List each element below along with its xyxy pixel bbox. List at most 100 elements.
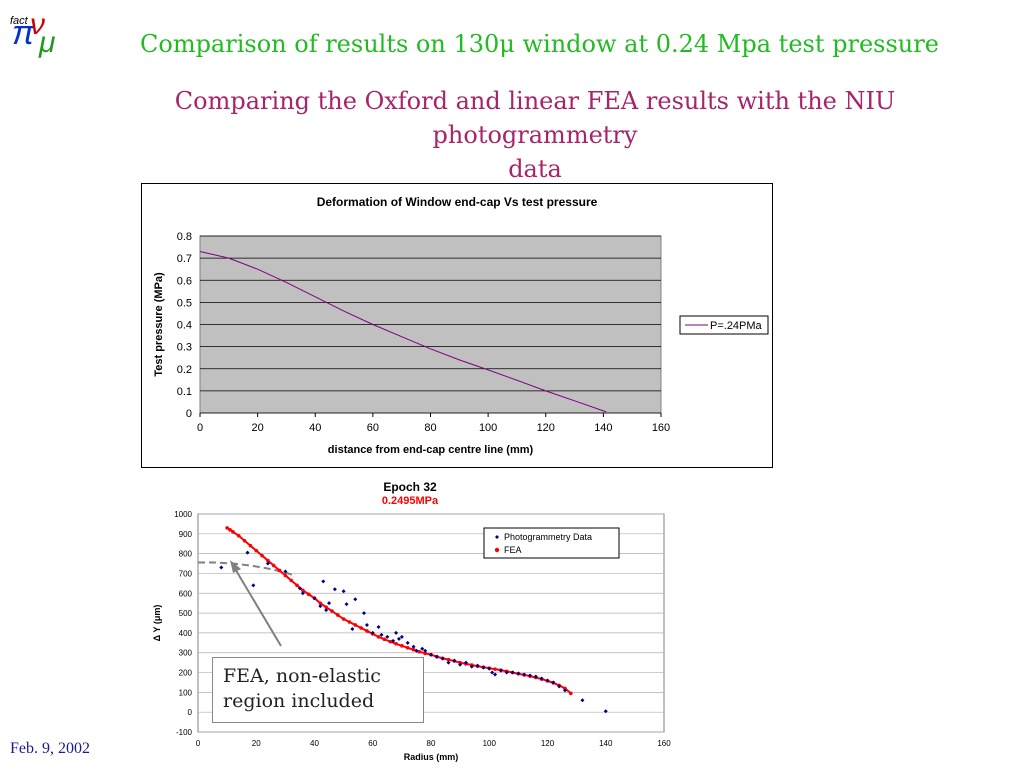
y-axis-label: Test pressure (MPa) xyxy=(153,272,165,377)
fea-point xyxy=(277,568,282,573)
fea-point xyxy=(330,609,334,613)
photogrammetry-point xyxy=(452,658,457,663)
y-tick-label: 0.1 xyxy=(177,386,192,398)
fea-point xyxy=(336,613,340,617)
photogrammetry-point xyxy=(516,671,521,676)
fea-point xyxy=(248,543,253,548)
fea-point xyxy=(493,667,497,671)
y-axis-label: Δ Y (μm) xyxy=(152,605,162,642)
photogrammetry-point xyxy=(498,668,503,673)
photogrammetry-point xyxy=(423,648,428,653)
x-tick-label: 40 xyxy=(309,422,321,434)
x-tick-label: 140 xyxy=(594,422,612,434)
fea-point xyxy=(271,563,276,568)
chart-subtitle: 0.2495MPa xyxy=(382,495,439,507)
y-tick-label: 0.5 xyxy=(177,297,192,309)
x-tick-label: 80 xyxy=(427,739,436,748)
x-tick-label: 20 xyxy=(252,422,264,434)
photogrammetry-point xyxy=(245,550,250,555)
fea-point xyxy=(225,526,229,530)
x-tick-label: 80 xyxy=(424,422,436,434)
x-axis-label: distance from end-cap centre line (mm) xyxy=(328,444,534,456)
fea-point xyxy=(417,649,422,654)
photogrammetry-point xyxy=(481,665,486,670)
photogrammetry-point xyxy=(344,602,349,607)
pressure-chart-svg: Deformation of Window end-cap Vs test pr… xyxy=(153,195,769,456)
x-tick-label: 40 xyxy=(310,739,319,748)
callout-line-2: region included xyxy=(223,690,375,712)
y-tick-label: 800 xyxy=(179,550,193,559)
fea-point xyxy=(242,538,247,543)
legend-label-fea: FEA xyxy=(504,545,522,555)
fea-point xyxy=(382,637,387,642)
fea-point xyxy=(295,583,299,588)
x-tick-label: 120 xyxy=(537,422,555,434)
photogrammetry-point xyxy=(510,670,515,675)
photogrammetry-point xyxy=(440,656,445,661)
legend-swatch-photogrammetry xyxy=(495,535,499,539)
photogrammetry-point xyxy=(350,626,355,631)
x-tick-label: 140 xyxy=(599,739,613,748)
y-tick-label: 200 xyxy=(179,669,193,678)
fea-point xyxy=(254,548,259,553)
photogrammetry-point xyxy=(219,565,224,570)
photogrammetry-point xyxy=(341,589,346,594)
fea-point xyxy=(324,605,328,609)
fea-point xyxy=(283,573,288,578)
fea-point xyxy=(359,626,363,630)
photogrammetry-point xyxy=(332,587,337,592)
photogrammetry-point xyxy=(385,634,390,639)
photogrammetry-point xyxy=(405,640,410,645)
subtitle-line-2: data xyxy=(508,155,562,183)
slide-subtitle: Comparing the Oxford and linear FEA resu… xyxy=(70,84,1000,186)
callout-line-1: FEA, non-elastic xyxy=(223,665,381,687)
y-tick-label: 0 xyxy=(186,408,192,420)
fea-point xyxy=(405,645,410,650)
legend-swatch-fea xyxy=(494,547,500,553)
photogrammetry-point xyxy=(376,624,381,629)
logo-pi: π xyxy=(12,14,36,52)
y-tick-label: 700 xyxy=(179,569,193,578)
y-tick-label: 400 xyxy=(179,629,193,638)
photogrammetry-point xyxy=(283,569,288,574)
x-tick-label: 0 xyxy=(196,739,201,748)
photogrammetry-point xyxy=(251,583,256,588)
callout-arrow-line xyxy=(233,566,282,647)
x-axis-label: Radius (mm) xyxy=(404,752,459,762)
logo-text: fact xyxy=(10,15,29,27)
photogrammetry-point xyxy=(265,561,270,566)
photogrammetry-point xyxy=(353,597,358,602)
fea-point xyxy=(400,643,404,648)
x-tick-label: 60 xyxy=(367,422,379,434)
photogrammetry-point xyxy=(475,663,480,668)
photogrammetry-chart-svg: Epoch 320.2495MPa-1000100200300400500600… xyxy=(152,480,671,762)
chart-title: Epoch 32 xyxy=(383,480,437,494)
photogrammetry-point xyxy=(379,632,384,637)
x-tick-label: 100 xyxy=(479,422,497,434)
fea-point xyxy=(301,588,305,593)
y-tick-label: 0.2 xyxy=(177,364,192,376)
photogrammetry-point xyxy=(504,670,509,675)
y-tick-label: 100 xyxy=(179,688,193,697)
x-tick-label: 60 xyxy=(368,739,377,748)
y-tick-label: 500 xyxy=(179,609,193,618)
pressure-chart: Deformation of Window end-cap Vs test pr… xyxy=(141,183,773,468)
legend-label-photogrammetry: Photogrammetry Data xyxy=(504,532,592,542)
fea-point xyxy=(446,657,451,662)
photogrammetry-point xyxy=(539,676,544,681)
photogrammetry-point xyxy=(580,698,585,703)
fea-point xyxy=(266,558,270,563)
y-tick-label: 1000 xyxy=(174,510,192,519)
photogrammetry-point xyxy=(557,684,562,689)
y-tick-label: 0.6 xyxy=(177,275,192,287)
photogrammetry-point xyxy=(463,660,468,665)
photogrammetry-point xyxy=(434,654,439,659)
photogrammetry-point xyxy=(420,646,425,651)
fea-point xyxy=(423,651,427,656)
logo-mu: μ xyxy=(38,26,55,59)
x-tick-label: 100 xyxy=(483,739,497,748)
photogrammetry-point xyxy=(396,636,401,641)
photogrammetry-point xyxy=(414,648,419,653)
footer-date: Feb. 9, 2002 xyxy=(10,740,90,757)
fea-point xyxy=(341,617,346,621)
